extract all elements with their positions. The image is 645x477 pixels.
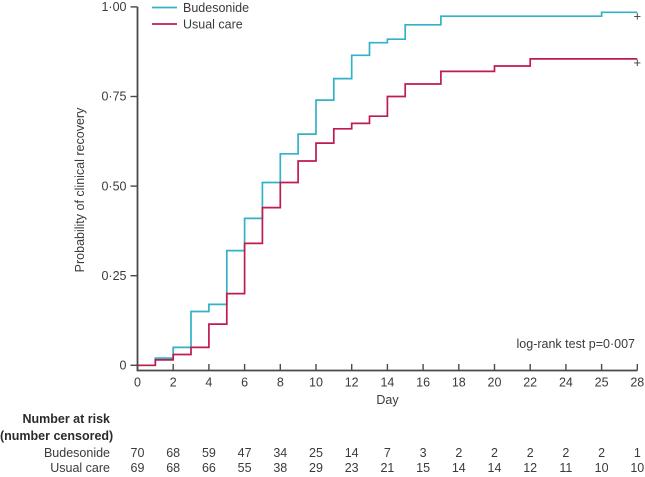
censor-plus-mark: + [634, 55, 642, 70]
x-axis-ticks: 0 2 4 6 8 10 12 14 16 18 20 22 24 25 28 [134, 364, 644, 390]
y-tick-label: 1·00 [101, 0, 126, 14]
x-tick-label: 22 [523, 376, 537, 390]
log-rank-annotation: log-rank test p=0·0​07 [517, 337, 636, 351]
risk-value: 2 [598, 446, 606, 460]
risk-value: 59 [201, 446, 216, 460]
risk-value: 55 [237, 461, 252, 475]
risk-table-subtitle: (number censored) [0, 429, 114, 443]
x-axis-title: Day [376, 393, 399, 407]
risk-value: 21 [380, 461, 395, 475]
risk-value: 69 [130, 461, 145, 475]
risk-value: 10 [594, 461, 609, 475]
x-tick-label: 2 [170, 376, 177, 390]
y-tick-label: 0·25 [101, 269, 126, 283]
risk-value: 23 [344, 461, 359, 475]
risk-value: 11 [559, 461, 573, 475]
usual-care-curve [137, 58, 638, 367]
risk-value: 2 [562, 446, 570, 460]
risk-value: 2 [491, 446, 498, 460]
x-tick-label: 8 [277, 376, 284, 390]
axis-lines [136, 6, 638, 372]
risk-value: 25 [309, 446, 323, 460]
risk-value: 70 [130, 446, 145, 460]
risk-value: 3 [419, 446, 427, 460]
risk-value: 14 [451, 461, 466, 475]
risk-value: 14 [344, 446, 359, 460]
survival-curves [137, 11, 638, 367]
x-tick-label: 18 [452, 376, 466, 390]
risk-table-title: Number at risk [22, 412, 110, 426]
risk-value: 29 [309, 461, 323, 475]
y-axis-ticks: 0 0·25 0·50 0·75 1·00 [101, 0, 138, 373]
risk-value: 2 [526, 446, 534, 460]
y-axis-title: Probability of clinical recovery [73, 107, 87, 272]
x-tick-label: 4 [205, 376, 212, 390]
risk-value: 1 [633, 446, 641, 460]
x-tick-label: 20 [488, 376, 502, 390]
x-tick-label: 10 [309, 376, 323, 390]
risk-value: 47 [237, 446, 252, 460]
km-chart: 0 2 4 6 8 10 12 14 16 18 20 22 24 25 28 00·250·500·751… [73, 0, 644, 407]
x-tick-label: 0 [134, 376, 141, 390]
censor-marks: ++ [634, 8, 642, 70]
axes [136, 6, 638, 372]
risk-value: 66 [201, 461, 216, 475]
budesonide-curve [137, 11, 638, 367]
legend-label-budesonide: Budesonide [183, 1, 249, 15]
x-tick-label: 16 [416, 376, 430, 390]
x-tick-label: 25 [595, 376, 609, 390]
x-tick-label: 12 [345, 376, 359, 390]
risk-value: 7 [383, 446, 391, 460]
risk-row-label-usual-care: Usual care [50, 461, 110, 475]
x-tick-label: 28 [630, 376, 644, 390]
risk-value: 2 [455, 446, 463, 460]
risk-value: 15 [416, 461, 431, 475]
legend: Budesonide Usual care [152, 1, 249, 31]
risk-value: 14 [487, 461, 502, 475]
x-tick-label: 24 [559, 376, 573, 390]
risk-value: 12 [523, 461, 538, 475]
risk-value: 68 [166, 446, 181, 460]
risk-value: 38 [273, 461, 288, 475]
x-tick-label: 14 [380, 376, 394, 390]
risk-value: 10 [630, 461, 645, 475]
risk-value: 34 [273, 446, 288, 460]
x-tick-label: 6 [241, 376, 248, 390]
risk-value: 68 [166, 461, 181, 475]
risk-row-label-budesonide: Budesonide [43, 446, 110, 460]
legend-label-usual-care: Usual care [183, 17, 243, 31]
y-tick-label: 0·75 [101, 90, 126, 104]
y-tick-label: 0·50 [101, 179, 126, 193]
censor-plus-mark: + [634, 8, 642, 23]
y-tick-label: 0 [120, 359, 127, 373]
